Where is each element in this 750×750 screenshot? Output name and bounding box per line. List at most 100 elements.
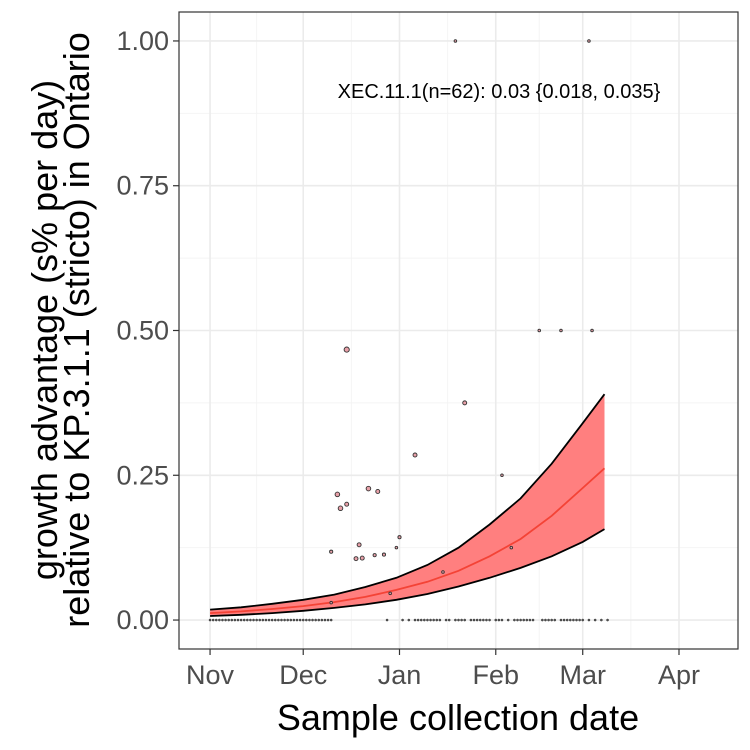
zero-data-point [497,618,501,622]
data-point [537,328,541,333]
fit-line [210,467,606,614]
zero-data-point [500,618,504,622]
zero-data-point [506,618,510,622]
zero-data-point [547,618,550,622]
zero-data-point [314,618,317,622]
zero-data-point [438,618,442,622]
data-point [337,505,344,512]
zero-data-point [559,618,563,622]
zero-data-point [246,618,249,622]
y-tick-label: 0.75 [116,171,169,201]
y-tick-label: 1.00 [116,26,169,56]
data-point [453,39,458,43]
data-point [329,600,333,605]
zero-data-point [308,618,311,622]
y-tick-label: 0.50 [116,316,169,346]
data-point [365,485,372,492]
zero-data-point [292,618,296,622]
zero-data-point [565,618,569,622]
zero-data-point [544,618,547,622]
x-tick-label: Jan [378,660,422,690]
zero-data-point [249,618,252,622]
x-axis-ticks: Nov Dec Jan Feb Mar Apr [186,649,700,690]
y-axis-title: growth advantage (s% per day) relative t… [24,32,97,628]
zero-data-point [224,618,227,622]
zero-data-point [528,618,532,622]
data-point [388,591,392,596]
chart-annotation: XEC.11.1(n=62): 0.03 {0.018, 0.035} [338,81,661,103]
zero-data-point [242,618,246,622]
zero-data-point [553,618,557,622]
zero-data-point [273,618,277,622]
zero-data-point [236,618,240,622]
zero-data-point [401,618,404,622]
zero-data-point [463,618,467,622]
data-point [353,556,359,562]
zero-data-point [280,618,283,622]
zero-data-point [457,618,460,622]
data-point [356,542,362,548]
zero-data-point [258,618,262,622]
zero-data-point [413,618,417,622]
zero-data-point [423,618,426,622]
data-point [343,346,350,353]
data-point [359,555,365,561]
zero-data-point [513,618,516,622]
zero-data-point [289,618,293,622]
zero-data-point [329,618,333,622]
zero-data-point [541,618,544,622]
zero-data-point [218,618,221,622]
zero-data-point [211,618,215,622]
data-point [381,552,387,557]
data-point [334,491,341,498]
zero-data-point [227,618,230,622]
zero-data-point [239,618,243,622]
zero-data-point [522,618,526,622]
zero-data-point [317,618,321,622]
zero-data-point [426,618,429,622]
zero-data-point [531,618,535,622]
zero-data-point [261,618,265,622]
data-point [509,545,514,550]
lower-ci-line [210,528,605,617]
x-axis-title: Sample collection date [277,697,639,738]
zero-data-point [494,618,498,622]
zero-data-point [482,618,485,622]
zero-data-point [475,618,479,622]
zero-data-point [295,618,299,622]
zero-data-point [488,618,491,622]
y-tick-label: 0.25 [116,460,169,490]
data-point [559,328,563,333]
confidence-ribbon [210,394,605,616]
zero-data-point [587,618,591,622]
zero-data-point [516,618,519,622]
zero-data-point [432,618,435,622]
data-point [329,549,334,554]
zero-data-point [550,618,553,622]
x-tick-label: Mar [559,660,606,690]
zero-data-point [519,618,522,622]
zero-data-point [419,618,423,622]
zero-data-point [277,618,280,622]
data-point [587,39,591,43]
zero-data-point [469,618,473,622]
zero-data-point [429,618,432,622]
data-point [372,553,377,558]
zero-data-point [283,618,286,622]
zero-data-point [385,618,389,622]
zero-data-point [286,618,289,622]
data-point [344,501,350,507]
zero-data-point [485,618,488,622]
x-tick-label: Feb [473,660,520,690]
y-axis-title-line-2: relative to KP.3.1.1 (stricto) in Ontari… [56,32,97,628]
zero-data-point [581,618,585,622]
x-tick-label: Nov [186,660,235,690]
zero-data-point [407,618,411,622]
zero-data-point [298,618,302,622]
data-point [590,328,594,333]
data-point [462,400,468,406]
y-axis-title-line-1: growth advantage (s% per day) [24,80,65,580]
x-tick-label: Dec [279,660,327,690]
zero-data-point [444,618,448,622]
